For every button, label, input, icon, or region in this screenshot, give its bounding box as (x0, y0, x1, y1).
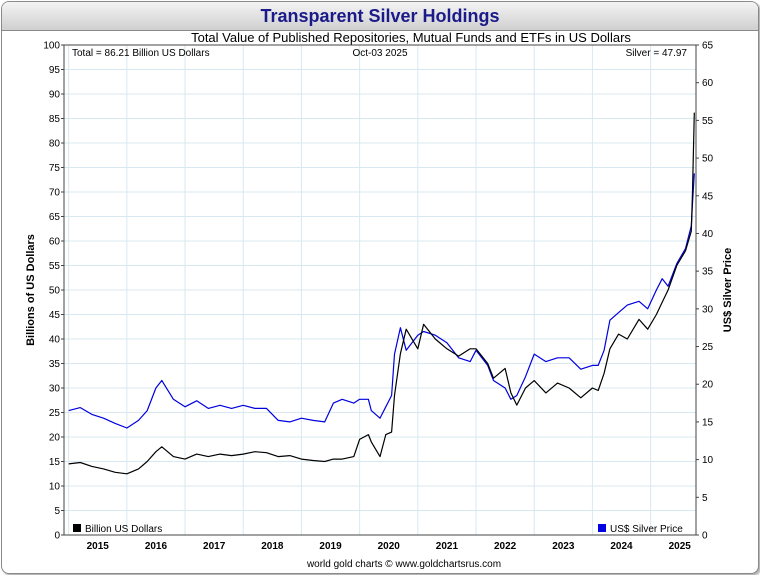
right-axis-labels: 0 5 10 15 20 25 30 35 40 45 50 55 60 65 (702, 41, 714, 542)
y2-tick-label: 15 (702, 417, 714, 428)
x-tick-label: 2022 (494, 541, 517, 552)
y-tick-label: 95 (49, 65, 61, 76)
y-tick-label: 10 (49, 482, 61, 493)
x-tick-label: 2019 (319, 541, 342, 552)
left-axis-labels: 0 5 10 15 20 25 30 35 40 45 50 55 60 65 70 75 80 85 90 95 10… (43, 41, 60, 542)
footer-credit: world gold charts © www.goldchartsrus.co… (306, 559, 501, 570)
y-tick-label: 55 (49, 261, 61, 272)
y-tick-label: 65 (49, 212, 61, 223)
x-tick-label: 2021 (436, 541, 459, 552)
y-tick-label: 0 (54, 531, 60, 542)
y-tick-label: 15 (49, 457, 61, 468)
y2-tick-label: 25 (702, 342, 714, 353)
chart-title: Transparent Silver Holdings (260, 6, 500, 26)
x-tick-label: 2018 (261, 541, 284, 552)
date-annotation: Oct-03 2025 (352, 48, 407, 59)
y-tick-label: 45 (49, 310, 61, 321)
y-tick-label: 85 (49, 114, 61, 125)
x-axis-labels: 2015 2016 2017 2018 2019 2020 2021 2022 2023 2024… (87, 541, 692, 552)
series-layer (68, 112, 695, 475)
y-tick-label: 50 (49, 286, 61, 297)
plot-border (63, 44, 697, 536)
y2-tick-label: 60 (702, 78, 714, 89)
y-tick-label: 20 (49, 433, 61, 444)
y2-tick-label: 5 (702, 493, 708, 504)
x-tick-label: 2025 (669, 541, 692, 552)
y-tick-label: 75 (49, 163, 61, 174)
silver-annotation: Silver = 47.97 (626, 48, 688, 59)
x-tick-label: 2015 (87, 541, 110, 552)
y2-tick-label: 50 (702, 154, 714, 165)
y2-tick-label: 40 (702, 229, 714, 240)
holdings-value-line (68, 112, 695, 475)
y-tick-label: 70 (49, 188, 61, 199)
x-tick-label: 2024 (610, 541, 633, 552)
y-tick-label: 80 (49, 139, 61, 150)
y-tick-label: 60 (49, 237, 61, 248)
y2-tick-label: 55 (702, 116, 714, 127)
y-tick-label: 35 (49, 359, 61, 370)
x-tick-label: 2023 (552, 541, 575, 552)
y-axis-title: Billions of US Dollars (25, 234, 37, 346)
total-annotation: Total = 86.21 Billion US Dollars (72, 48, 210, 59)
y-tick-label: 90 (49, 90, 61, 101)
legend-label-holdings: Billion US Dollars (85, 524, 162, 535)
y2-axis-title: US$ Silver Price (722, 248, 734, 332)
y2-tick-label: 0 (702, 531, 708, 542)
y-tick-label: 30 (49, 384, 61, 395)
y2-tick-label: 65 (702, 41, 714, 52)
y-tick-label: 40 (49, 335, 61, 346)
chart-subtitle: Total Value of Published Repositories, M… (191, 30, 631, 45)
y2-tick-label: 20 (702, 380, 714, 391)
y-tick-label: 5 (54, 506, 60, 517)
y2-tick-label: 45 (702, 191, 714, 202)
title-bar: Transparent Silver Holdings (2, 2, 758, 31)
y2-tick-label: 10 (702, 455, 714, 466)
silver-price-line (68, 173, 695, 429)
y2-tick-label: 30 (702, 304, 714, 315)
x-tick-label: 2017 (203, 541, 226, 552)
x-tick-label: 2016 (145, 541, 168, 552)
legend-swatch-silver (598, 524, 606, 532)
y-tick-label: 25 (49, 408, 61, 419)
legend-swatch-holdings (73, 524, 81, 532)
y-tick-label: 100 (43, 41, 60, 52)
x-tick-label: 2020 (378, 541, 401, 552)
legend-label-silver: US$ Silver Price (610, 524, 683, 535)
grid (61, 44, 699, 536)
y2-tick-label: 35 (702, 267, 714, 278)
